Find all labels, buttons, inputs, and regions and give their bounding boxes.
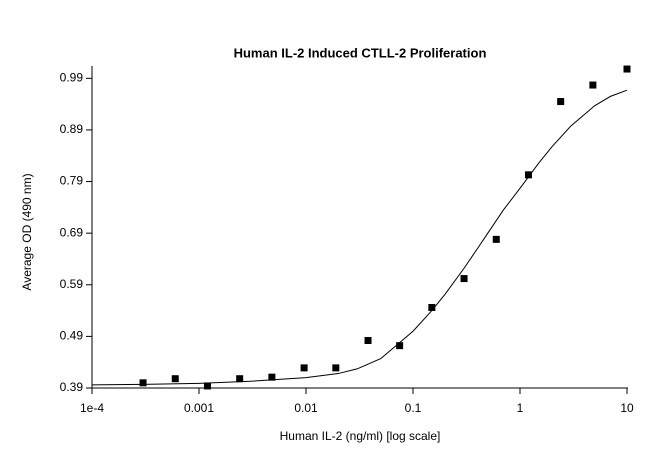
data-point [364, 337, 372, 345]
data-point [396, 342, 404, 350]
data-point [492, 235, 500, 243]
x-tick-label: 1 [517, 401, 524, 415]
data-point [300, 364, 308, 372]
y-tick-label: 0.89 [60, 122, 84, 136]
data-point [268, 373, 276, 381]
data-point [460, 275, 468, 283]
x-tick-label: 1e-4 [80, 401, 104, 415]
y-tick-label: 0.39 [60, 380, 84, 394]
data-point [236, 375, 244, 383]
y-tick-label: 0.49 [60, 329, 84, 343]
x-tick-label: 10 [620, 401, 634, 415]
data-point [428, 303, 436, 311]
data-point [557, 98, 565, 106]
y-tick-label: 0.59 [60, 277, 84, 291]
data-point [524, 171, 532, 179]
fit-curve [91, 89, 628, 386]
y-tick-label: 0.99 [60, 70, 84, 84]
chart-title: Human IL-2 Induced CTLL-2 Proliferation [234, 45, 487, 60]
data-point [623, 65, 631, 73]
y-tick-label: 0.69 [60, 225, 84, 239]
y-axis-label: Average OD (490 nm) [20, 173, 34, 290]
x-tick-label: 0.001 [184, 401, 214, 415]
data-point [139, 379, 147, 387]
data-point [589, 81, 597, 89]
x-tick-label: 0.01 [294, 401, 318, 415]
data-point [171, 375, 179, 383]
x-axis-label: Human IL-2 (ng/ml) [log scale] [280, 429, 441, 443]
x-tick-label: 0.1 [405, 401, 422, 415]
y-tick-label: 0.79 [60, 174, 84, 188]
data-point [203, 382, 211, 390]
data-point [332, 364, 340, 372]
